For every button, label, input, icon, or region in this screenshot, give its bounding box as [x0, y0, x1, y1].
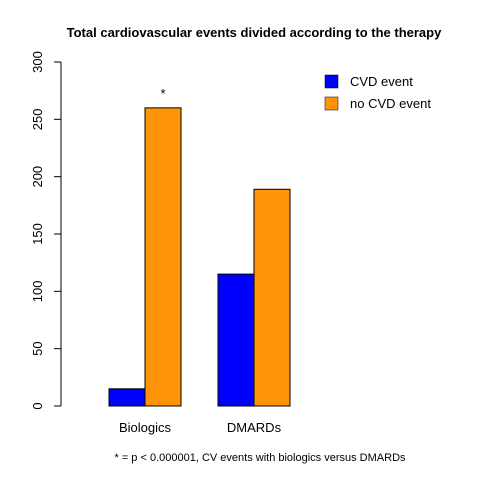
annotations-group: *: [160, 86, 165, 101]
legend-label: no CVD event: [350, 96, 431, 111]
x-category-label: Biologics: [119, 420, 172, 435]
legend: CVD event no CVD event: [324, 74, 431, 111]
y-tick-label: 0: [30, 402, 45, 409]
bar-dmards-no-cvd-event: [253, 188, 291, 407]
bar-dmards-cvd-event: [217, 273, 255, 407]
significance-marker: *: [160, 86, 165, 101]
footnote: * = p < 0.000001, CV events with biologi…: [114, 452, 406, 464]
y-tick-label: 50: [30, 341, 45, 355]
legend-label: CVD event: [350, 74, 413, 89]
y-tick-label: 150: [30, 223, 45, 245]
legend-swatch: [324, 96, 339, 111]
y-tick-label: 250: [30, 108, 45, 130]
x-category-label: DMARDs: [227, 420, 282, 435]
category-labels: Biologics DMARDs: [119, 420, 282, 435]
bar-biologics-cvd-event: [108, 388, 146, 407]
y-tick-label: 300: [30, 51, 45, 73]
bar-biologics-no-cvd-event: [144, 107, 182, 407]
bars-group: [108, 107, 291, 407]
y-tick-label: 200: [30, 166, 45, 188]
legend-swatch: [324, 74, 339, 89]
y-axis: 0 50 100 150 200 250 300: [30, 51, 62, 410]
y-tick-label: 100: [30, 280, 45, 302]
chart-title: Total cardiovascular events divided acco…: [67, 25, 442, 40]
